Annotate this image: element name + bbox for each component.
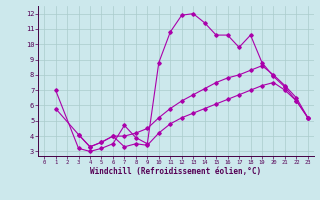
X-axis label: Windchill (Refroidissement éolien,°C): Windchill (Refroidissement éolien,°C) — [91, 167, 261, 176]
